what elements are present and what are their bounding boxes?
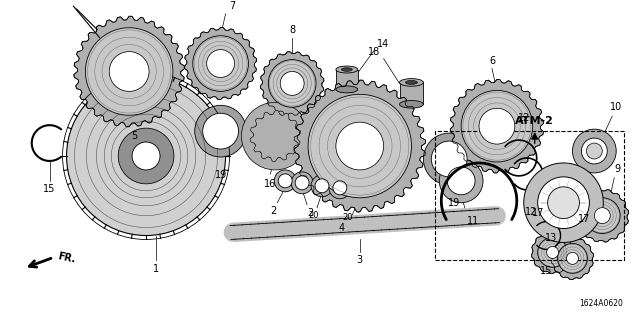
Circle shape (275, 170, 296, 192)
Ellipse shape (341, 68, 352, 71)
Circle shape (581, 138, 607, 164)
Circle shape (278, 174, 292, 188)
Text: 1624A0620: 1624A0620 (579, 299, 623, 308)
Text: 19: 19 (448, 198, 460, 208)
Circle shape (118, 128, 174, 184)
Circle shape (253, 114, 297, 158)
Circle shape (315, 179, 329, 193)
Circle shape (308, 94, 412, 198)
Circle shape (524, 163, 604, 243)
Circle shape (193, 36, 248, 92)
Polygon shape (260, 52, 324, 115)
Circle shape (461, 90, 532, 162)
Circle shape (67, 76, 225, 236)
Circle shape (572, 129, 616, 173)
Circle shape (195, 105, 246, 157)
Circle shape (241, 102, 309, 170)
Polygon shape (450, 79, 543, 173)
Polygon shape (74, 16, 184, 127)
Text: 3: 3 (356, 255, 363, 265)
Polygon shape (250, 111, 301, 162)
Circle shape (439, 159, 483, 203)
Text: 2: 2 (307, 208, 313, 218)
Text: 19: 19 (214, 170, 227, 180)
Circle shape (132, 142, 160, 170)
Text: 12: 12 (518, 113, 530, 123)
Circle shape (566, 252, 579, 264)
Polygon shape (551, 237, 594, 280)
Text: ATM-2: ATM-2 (515, 116, 554, 126)
Text: 15: 15 (540, 266, 553, 276)
Circle shape (547, 246, 559, 258)
Text: 1: 1 (153, 264, 159, 274)
Text: FR.: FR. (56, 252, 76, 265)
Circle shape (479, 108, 515, 144)
Ellipse shape (336, 86, 358, 93)
Circle shape (548, 187, 579, 219)
Text: 17: 17 (578, 214, 591, 224)
Circle shape (85, 28, 173, 115)
Circle shape (203, 113, 239, 149)
Circle shape (329, 177, 351, 199)
Ellipse shape (399, 100, 424, 108)
Text: 12: 12 (525, 207, 537, 217)
Polygon shape (184, 28, 257, 100)
Circle shape (336, 122, 383, 170)
Circle shape (207, 50, 234, 77)
Text: 18: 18 (367, 47, 380, 57)
Bar (435, 131, 624, 260)
Circle shape (447, 167, 475, 195)
Ellipse shape (336, 66, 358, 73)
Circle shape (538, 237, 568, 267)
FancyArrowPatch shape (234, 216, 496, 232)
Circle shape (291, 172, 313, 194)
Text: 13: 13 (545, 234, 557, 244)
Text: 10: 10 (610, 102, 622, 112)
Circle shape (132, 142, 160, 170)
Text: 9: 9 (614, 164, 620, 174)
Text: 11: 11 (467, 216, 479, 226)
Circle shape (268, 60, 316, 107)
Text: 14: 14 (376, 39, 388, 49)
Polygon shape (576, 189, 628, 242)
Circle shape (333, 181, 347, 195)
Polygon shape (294, 80, 426, 212)
Text: 20: 20 (342, 213, 353, 222)
Circle shape (586, 143, 602, 159)
Bar (399, 83, 424, 104)
Text: 17: 17 (531, 208, 544, 218)
Text: 4: 4 (339, 222, 345, 233)
Ellipse shape (406, 80, 417, 84)
Circle shape (431, 141, 467, 177)
Text: 2: 2 (270, 206, 276, 216)
Polygon shape (531, 231, 573, 274)
Ellipse shape (399, 79, 424, 86)
Circle shape (538, 177, 589, 228)
Text: 16: 16 (264, 179, 276, 189)
Text: 20: 20 (308, 211, 319, 220)
Text: 8: 8 (289, 25, 295, 35)
Circle shape (109, 52, 149, 92)
Circle shape (311, 175, 333, 197)
Circle shape (295, 176, 309, 190)
Text: 7: 7 (229, 1, 236, 11)
Circle shape (584, 198, 620, 234)
Text: 6: 6 (489, 56, 495, 66)
Bar (336, 69, 358, 89)
Circle shape (280, 71, 304, 95)
Circle shape (424, 133, 475, 185)
Text: 15: 15 (44, 184, 56, 194)
Text: 5: 5 (131, 131, 137, 141)
Circle shape (557, 244, 588, 273)
Circle shape (595, 208, 611, 224)
